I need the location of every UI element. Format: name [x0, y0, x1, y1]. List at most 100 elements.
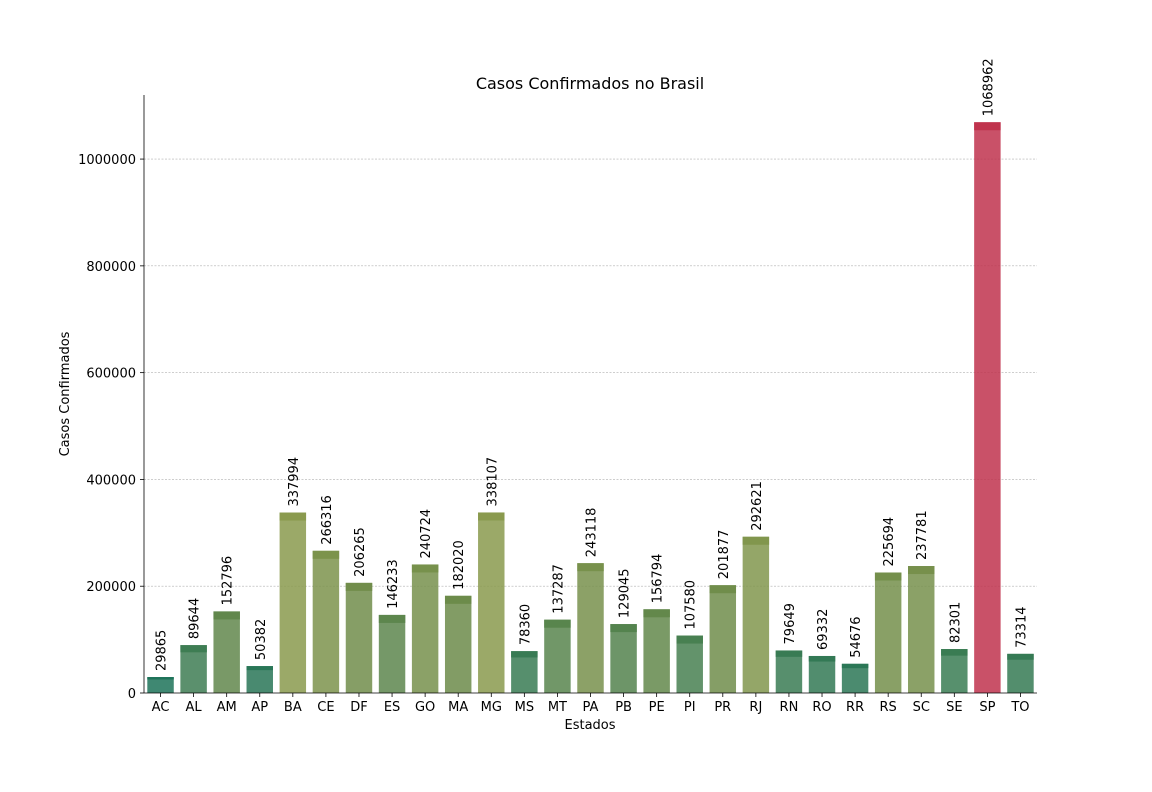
y-tick-label: 400000: [86, 473, 136, 488]
bar-cap-se: [941, 649, 968, 656]
x-tick-label: SP: [979, 700, 995, 715]
data-label-ma: 182020: [452, 540, 467, 590]
x-tick-label: SC: [913, 700, 930, 715]
bar-ap: [246, 666, 273, 693]
bar-cap-to: [1007, 653, 1034, 660]
bar-cap-df: [345, 582, 373, 591]
data-label-ac: 29865: [155, 630, 170, 671]
bar-cap-rr: [841, 663, 869, 669]
bar-rs: [874, 572, 902, 693]
x-tick-label: BA: [284, 700, 302, 715]
data-label-sp: 1068962: [981, 58, 996, 116]
x-tick-label: PE: [649, 700, 665, 715]
y-tick-label: 200000: [86, 580, 136, 595]
y-tick-label: 1000000: [78, 153, 136, 168]
bar-cap-ac: [147, 677, 174, 680]
bar-ac: [147, 677, 174, 693]
data-label-pi: 107580: [684, 580, 699, 630]
bar-cap-al: [180, 645, 207, 653]
bar-se: [941, 649, 968, 693]
data-label-sc: 237781: [915, 510, 930, 560]
data-label-ap: 50382: [254, 619, 269, 660]
data-label-rs: 225694: [882, 517, 897, 567]
bar-cap-am: [213, 611, 240, 620]
data-label-ro: 69332: [816, 609, 831, 650]
data-label-go: 240724: [419, 509, 434, 559]
x-tick-label: MS: [515, 700, 534, 715]
bar-to: [1007, 653, 1034, 693]
y-axis-label: Casos Confirmados: [58, 331, 73, 456]
bar-cap-ms: [511, 651, 538, 658]
x-tick-label: RS: [880, 700, 897, 715]
data-label-pe: 156794: [651, 554, 666, 604]
data-label-pa: 243118: [585, 508, 600, 558]
bar-pa: [577, 563, 604, 693]
bar-ms: [511, 651, 538, 693]
bar-mg: [478, 512, 505, 693]
bar-cap-pe: [643, 609, 670, 618]
x-tick-label: PA: [583, 700, 599, 715]
bar-pi: [676, 635, 703, 693]
x-tick-label: RN: [780, 700, 799, 715]
y-tick-label: 800000: [86, 260, 136, 275]
x-tick-label: ES: [384, 700, 400, 715]
bar-mt: [544, 619, 571, 693]
x-tick-label: PI: [684, 700, 696, 715]
x-tick-label: AC: [152, 700, 170, 715]
x-tick-label: PB: [615, 700, 632, 715]
bar-cap-mg: [478, 512, 505, 521]
y-tick-label: 600000: [86, 367, 136, 382]
bar-cap-ce: [312, 550, 340, 559]
y-ticks: 0 200000 400000 600000 800000 1000000: [78, 153, 144, 702]
x-tick-label: RJ: [749, 700, 762, 715]
data-labels: 29865 89644 152796 50382 337994 266316 206265 1…: [155, 58, 1030, 671]
bar-pb: [610, 624, 637, 693]
x-tick-label: CE: [317, 700, 334, 715]
x-tick-label: AP: [251, 700, 268, 715]
bar-cap-pb: [610, 624, 637, 633]
x-tick-label: AM: [217, 700, 237, 715]
data-label-rn: 79649: [783, 603, 798, 644]
y-tick-label: 0: [128, 687, 136, 702]
x-tick-label: RO: [812, 700, 831, 715]
data-label-mt: 137287: [551, 564, 566, 614]
chart-title: Casos Confirmados no Brasil: [476, 74, 704, 93]
data-label-rr: 54676: [849, 616, 864, 657]
bar-cap-ba: [279, 512, 307, 521]
bar-sp: [974, 122, 1001, 693]
x-tick-label: GO: [415, 700, 435, 715]
data-label-df: 206265: [353, 527, 368, 577]
bar-cap-sp: [974, 122, 1001, 131]
bar-rj: [742, 536, 770, 693]
bar-cap-rj: [742, 536, 770, 545]
bar-pe: [643, 609, 670, 693]
bar-ro: [808, 655, 836, 693]
bar-go: [411, 564, 439, 693]
x-tick-label: SE: [946, 700, 962, 715]
data-label-ba: 337994: [287, 457, 302, 507]
x-tick-label: RR: [846, 700, 864, 715]
x-tick-label: MA: [448, 700, 468, 715]
bar-ce: [312, 550, 340, 693]
bars: [147, 122, 1034, 693]
data-label-rj: 292621: [750, 481, 765, 531]
bar-am: [213, 611, 240, 693]
bar-es: [378, 614, 406, 693]
data-label-am: 152796: [221, 556, 236, 606]
bar-cap-rn: [775, 650, 803, 657]
bar-pr: [709, 585, 737, 693]
bar-cap-mt: [544, 619, 571, 628]
bar-cap-rs: [874, 572, 902, 581]
bar-cap-ap: [246, 666, 273, 671]
bar-cap-go: [411, 564, 439, 573]
data-label-ce: 266316: [320, 495, 335, 545]
bar-al: [180, 645, 207, 693]
bar-cap-ro: [808, 655, 836, 662]
x-tick-label: DF: [350, 700, 368, 715]
bar-rn: [775, 650, 803, 693]
data-label-pb: 129045: [618, 568, 633, 618]
bar-rr: [841, 663, 869, 693]
x-tick-label: AL: [186, 700, 203, 715]
data-label-es: 146233: [386, 559, 401, 609]
